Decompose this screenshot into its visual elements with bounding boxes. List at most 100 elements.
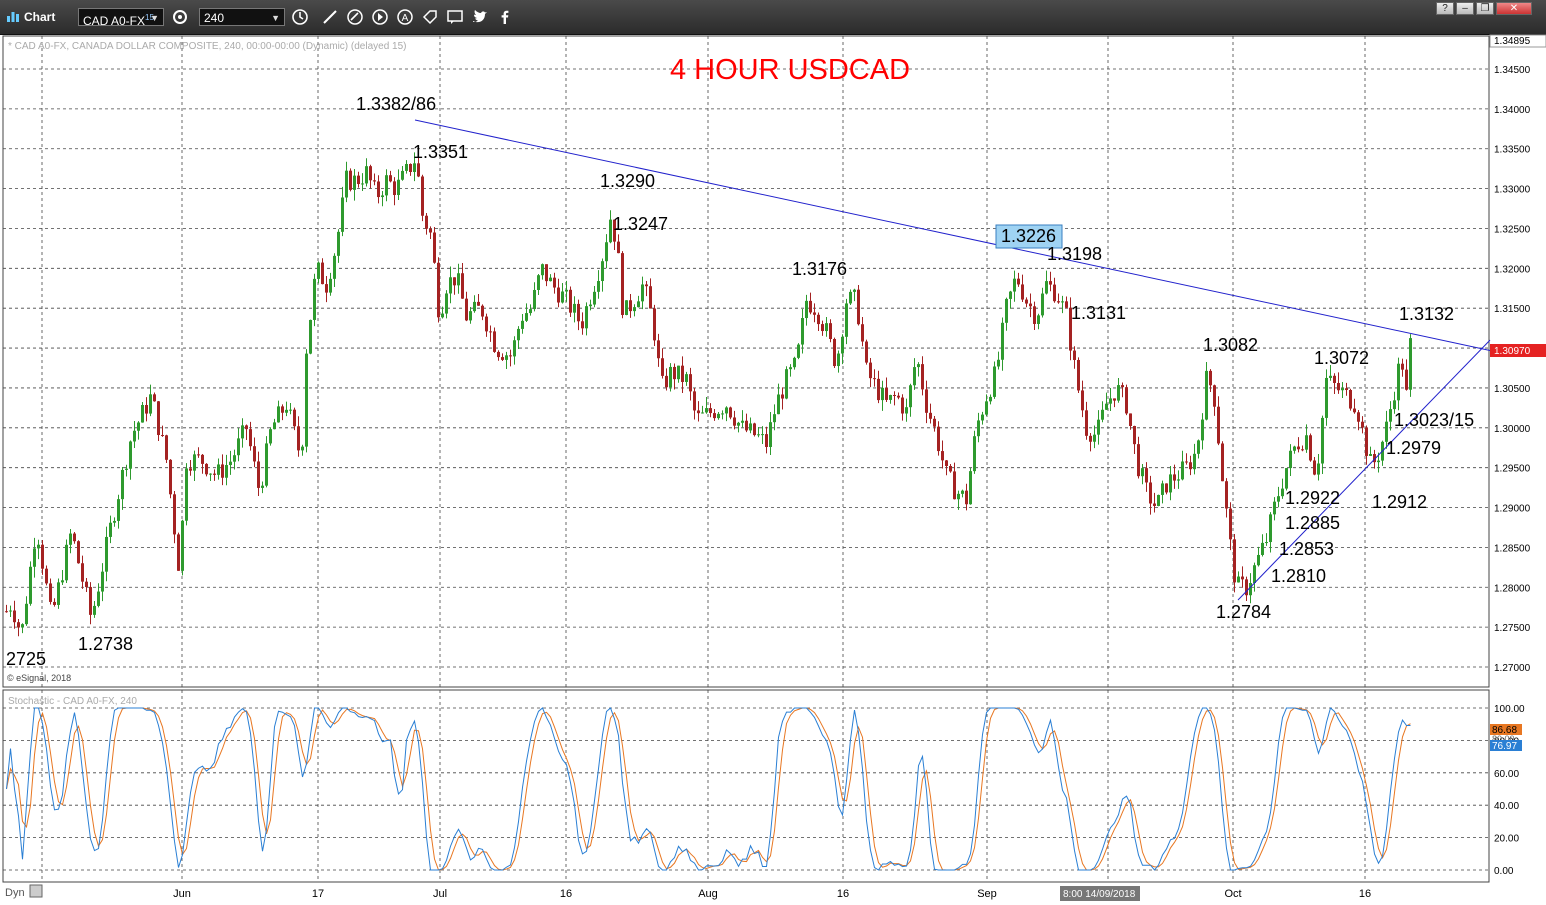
candle-body xyxy=(593,291,596,305)
facebook-icon[interactable] xyxy=(496,8,514,26)
candle-body xyxy=(577,303,580,322)
candle-body xyxy=(1317,463,1320,475)
price-annotation: 1.3023/15 xyxy=(1394,410,1474,430)
candle-body xyxy=(585,306,588,329)
candle-body xyxy=(665,375,668,388)
candle-body xyxy=(729,407,732,418)
tag-icon[interactable] xyxy=(421,8,439,26)
candle-body xyxy=(409,163,412,172)
candle-body xyxy=(617,241,620,254)
candle-body xyxy=(1369,454,1372,456)
candle-body xyxy=(1285,468,1288,489)
candle-body xyxy=(21,624,24,628)
candle-body xyxy=(93,605,96,615)
candle-body xyxy=(85,581,88,588)
close-button[interactable]: ✕ xyxy=(1496,2,1532,15)
chevron-down-icon[interactable]: ▼ xyxy=(150,13,159,23)
twitter-icon[interactable] xyxy=(471,8,489,26)
candle-body xyxy=(101,571,104,592)
candle-body xyxy=(449,277,452,294)
candle-body xyxy=(913,367,916,386)
symbol-input[interactable]: CAD A0-FX15 ▼ xyxy=(78,8,164,28)
candle-body xyxy=(1321,417,1324,464)
lock-icon[interactable] xyxy=(29,884,43,898)
candle-body xyxy=(477,301,480,306)
candle-body xyxy=(1205,370,1208,420)
chevron-down-icon[interactable]: ▼ xyxy=(271,13,280,23)
candles xyxy=(5,152,1412,637)
candle-body xyxy=(457,273,460,286)
candle-body xyxy=(921,364,924,390)
help-button[interactable]: ? xyxy=(1436,2,1454,15)
stoch-hidden-value: 80.00 xyxy=(1492,734,1515,744)
candle-body xyxy=(1393,400,1396,410)
candle-body xyxy=(1341,388,1344,391)
svg-text:A: A xyxy=(402,13,409,24)
price-chart[interactable]: 1.34500 1.34000 1.33500 1.33000 1.32500 1.320… xyxy=(0,34,1546,905)
candle-body xyxy=(1121,385,1124,388)
candle-body xyxy=(53,601,56,605)
candle-body xyxy=(1365,427,1368,456)
time-axis-label: Jun xyxy=(173,888,191,900)
candle-body xyxy=(297,426,300,451)
price-tick-label: 1.34500 xyxy=(1494,65,1531,76)
candle-body xyxy=(721,413,724,415)
candle-body xyxy=(1169,474,1172,493)
candle-body xyxy=(1097,419,1100,435)
interval-input[interactable]: 240 ▼ xyxy=(199,8,285,26)
candle-body xyxy=(989,396,992,402)
price-axis: 1.34500 1.34000 1.33500 1.33000 1.32500 1.320… xyxy=(1494,65,1531,674)
settings-gear-icon[interactable] xyxy=(171,8,189,26)
price-tick-label: 1.33000 xyxy=(1494,185,1531,196)
candle-body xyxy=(1373,454,1376,463)
candle-body xyxy=(1057,301,1060,303)
candle-body xyxy=(1397,363,1400,401)
price-tick-label: 1.31500 xyxy=(1494,304,1531,315)
candle-body xyxy=(977,420,980,437)
candle-body xyxy=(1013,278,1016,292)
candle-body xyxy=(853,289,856,292)
candle-body xyxy=(1113,398,1116,401)
candle-body xyxy=(1065,301,1068,308)
trendline xyxy=(414,119,1491,351)
candle-body xyxy=(937,426,940,452)
candle-body xyxy=(941,451,944,461)
highlight-box xyxy=(995,224,1063,249)
candle-body xyxy=(741,420,744,423)
price-annotation: 1.3290 xyxy=(600,171,655,191)
candle-body xyxy=(429,228,432,233)
alert-icon[interactable]: A xyxy=(396,8,414,26)
candle-body xyxy=(1025,299,1028,304)
candle-body xyxy=(1085,410,1088,436)
candle-body xyxy=(1265,542,1268,544)
candle-body xyxy=(445,293,448,314)
candle-body xyxy=(261,485,264,488)
candle-body xyxy=(273,422,276,430)
clock-icon[interactable] xyxy=(291,8,309,26)
candle-body xyxy=(869,362,872,379)
candle-body xyxy=(993,366,996,397)
candle-body xyxy=(901,397,904,414)
candle-body xyxy=(165,435,168,460)
candle-body xyxy=(581,321,584,329)
price-annotation: 1.3198 xyxy=(1047,244,1102,264)
minimize-button[interactable]: – xyxy=(1456,2,1474,15)
candle-body xyxy=(745,420,748,431)
candle-body xyxy=(285,409,288,413)
link-icon[interactable] xyxy=(346,8,364,26)
restore-button[interactable]: ❐ xyxy=(1476,2,1494,15)
candle-body xyxy=(1133,425,1136,445)
time-axis-label: 16 xyxy=(560,888,572,900)
candle-body xyxy=(493,331,496,352)
candle-body xyxy=(97,591,100,606)
comment-icon[interactable] xyxy=(446,8,464,26)
candle-body xyxy=(1181,461,1184,480)
candle-body xyxy=(1125,387,1128,414)
candle-body xyxy=(1389,409,1392,422)
play-icon[interactable] xyxy=(371,8,389,26)
price-pane-frame xyxy=(2,35,1490,688)
candle-body xyxy=(685,374,688,382)
draw-line-icon[interactable] xyxy=(321,8,339,26)
stochastic-label: Stochastic - CAD A0-FX, 240 xyxy=(8,696,137,707)
candle-body xyxy=(1245,579,1248,596)
